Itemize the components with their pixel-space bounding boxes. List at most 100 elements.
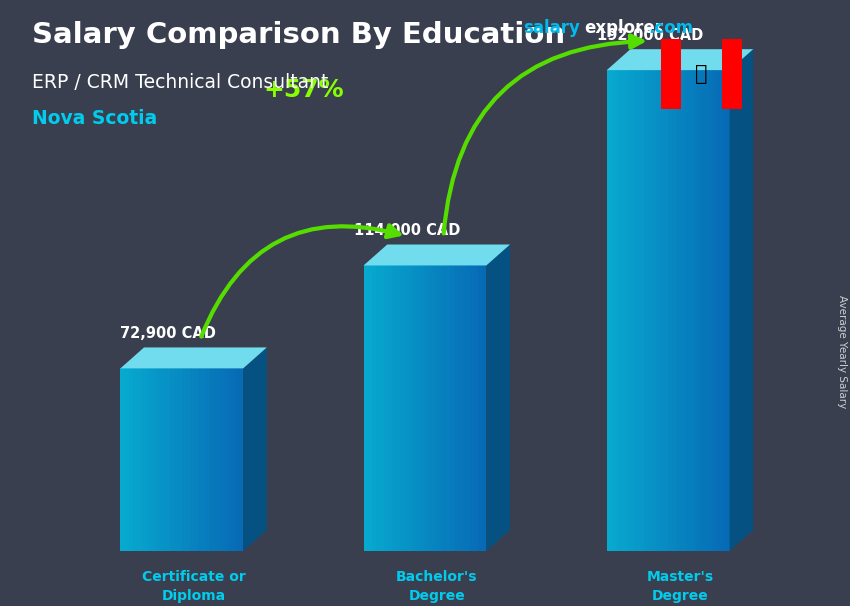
Text: ERP / CRM Technical Consultant: ERP / CRM Technical Consultant	[32, 73, 329, 92]
Polygon shape	[623, 70, 627, 551]
Polygon shape	[178, 368, 182, 551]
Polygon shape	[627, 70, 632, 551]
Polygon shape	[454, 265, 458, 551]
Polygon shape	[211, 368, 214, 551]
Polygon shape	[207, 368, 211, 551]
Polygon shape	[437, 265, 441, 551]
Polygon shape	[128, 368, 133, 551]
Polygon shape	[672, 70, 677, 551]
Polygon shape	[648, 70, 652, 551]
Polygon shape	[384, 265, 388, 551]
Polygon shape	[429, 265, 434, 551]
Polygon shape	[681, 70, 684, 551]
Text: explorer: explorer	[584, 19, 663, 38]
Polygon shape	[482, 265, 486, 551]
Polygon shape	[162, 368, 166, 551]
Polygon shape	[371, 265, 376, 551]
Polygon shape	[434, 265, 437, 551]
Polygon shape	[145, 368, 149, 551]
Polygon shape	[639, 70, 643, 551]
Polygon shape	[479, 265, 482, 551]
Text: Bachelor's
Degree: Bachelor's Degree	[396, 570, 478, 602]
Polygon shape	[186, 368, 190, 551]
Polygon shape	[462, 265, 466, 551]
Polygon shape	[190, 368, 194, 551]
Polygon shape	[660, 70, 664, 551]
Polygon shape	[182, 368, 186, 551]
Text: 192,000 CAD: 192,000 CAD	[598, 27, 704, 42]
Polygon shape	[231, 368, 235, 551]
Polygon shape	[619, 70, 623, 551]
Polygon shape	[388, 265, 392, 551]
Polygon shape	[684, 70, 688, 551]
Text: salary: salary	[523, 19, 580, 38]
Polygon shape	[133, 368, 137, 551]
Polygon shape	[421, 265, 425, 551]
Polygon shape	[636, 70, 639, 551]
Polygon shape	[223, 368, 227, 551]
Polygon shape	[470, 265, 474, 551]
Polygon shape	[705, 70, 709, 551]
Polygon shape	[243, 347, 267, 551]
Polygon shape	[227, 368, 231, 551]
Polygon shape	[194, 368, 198, 551]
Polygon shape	[474, 265, 479, 551]
Polygon shape	[726, 70, 729, 551]
Polygon shape	[486, 244, 510, 551]
Polygon shape	[652, 70, 656, 551]
Polygon shape	[235, 368, 239, 551]
Polygon shape	[607, 49, 753, 70]
Polygon shape	[717, 70, 722, 551]
Polygon shape	[214, 368, 218, 551]
Bar	[661, 39, 682, 109]
Polygon shape	[664, 70, 668, 551]
Polygon shape	[701, 70, 705, 551]
Polygon shape	[121, 347, 267, 368]
Polygon shape	[425, 265, 429, 551]
Polygon shape	[121, 368, 124, 551]
Polygon shape	[153, 368, 157, 551]
Polygon shape	[729, 49, 753, 551]
Polygon shape	[405, 265, 409, 551]
Polygon shape	[709, 70, 713, 551]
Polygon shape	[693, 70, 697, 551]
Polygon shape	[466, 265, 470, 551]
Polygon shape	[173, 368, 178, 551]
Text: 72,900 CAD: 72,900 CAD	[121, 326, 216, 341]
Text: +57%: +57%	[264, 78, 343, 102]
Polygon shape	[713, 70, 717, 551]
Polygon shape	[149, 368, 153, 551]
Polygon shape	[141, 368, 145, 551]
Polygon shape	[169, 368, 173, 551]
Polygon shape	[413, 265, 416, 551]
Polygon shape	[392, 265, 396, 551]
Polygon shape	[137, 368, 141, 551]
Polygon shape	[441, 265, 445, 551]
Polygon shape	[697, 70, 701, 551]
Polygon shape	[722, 70, 726, 551]
Text: .com: .com	[649, 19, 694, 38]
Polygon shape	[202, 368, 207, 551]
Polygon shape	[380, 265, 384, 551]
Text: 🍁: 🍁	[695, 64, 708, 84]
Polygon shape	[400, 265, 405, 551]
Polygon shape	[688, 70, 693, 551]
Text: 114,000 CAD: 114,000 CAD	[354, 223, 461, 238]
Bar	[722, 39, 742, 109]
Polygon shape	[396, 265, 400, 551]
Text: Certificate or
Diploma: Certificate or Diploma	[142, 570, 246, 602]
Polygon shape	[409, 265, 413, 551]
Polygon shape	[450, 265, 454, 551]
Polygon shape	[166, 368, 169, 551]
Text: Salary Comparison By Education: Salary Comparison By Education	[32, 21, 565, 49]
Polygon shape	[364, 265, 368, 551]
Polygon shape	[124, 368, 128, 551]
Polygon shape	[364, 244, 510, 265]
Polygon shape	[611, 70, 615, 551]
Polygon shape	[198, 368, 202, 551]
Polygon shape	[218, 368, 223, 551]
Polygon shape	[445, 265, 450, 551]
Text: Nova Scotia: Nova Scotia	[32, 109, 157, 128]
Polygon shape	[643, 70, 648, 551]
Polygon shape	[458, 265, 462, 551]
